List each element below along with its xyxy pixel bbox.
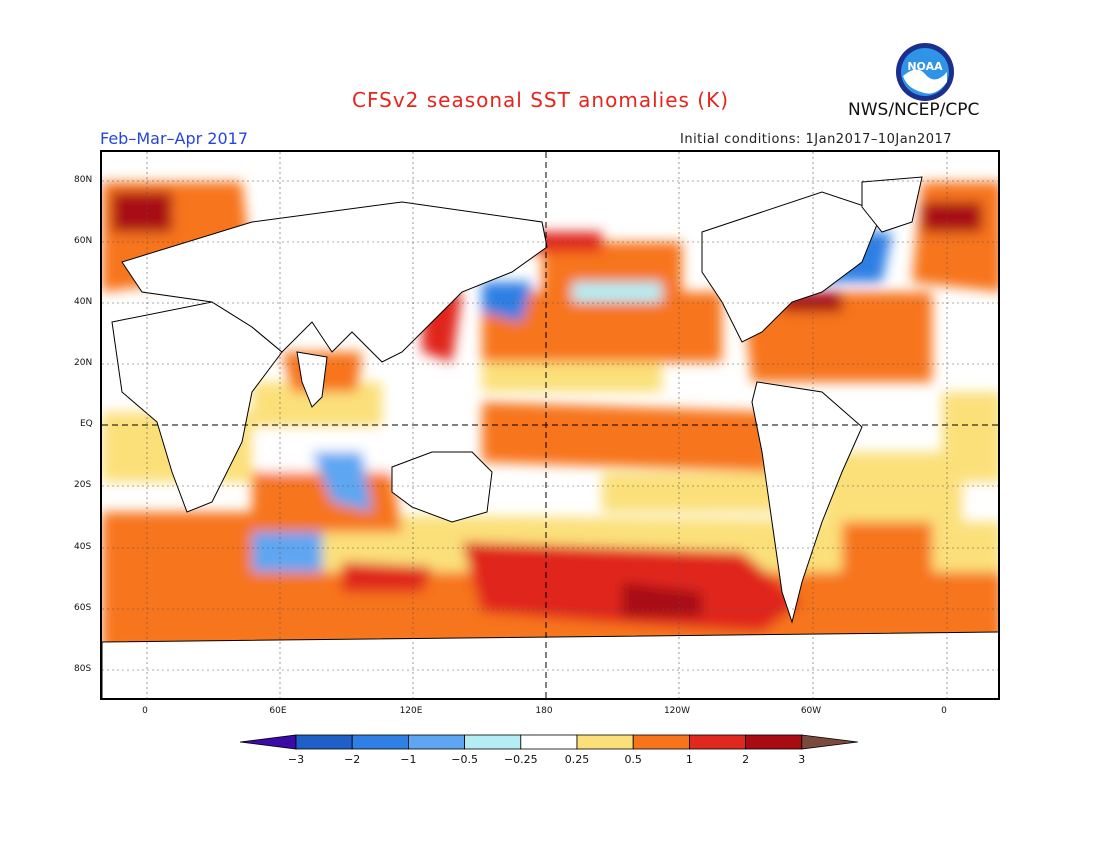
lat-label: EQ bbox=[80, 419, 93, 429]
colorbar-tick-label: 1 bbox=[685, 753, 693, 766]
colorbar-segment bbox=[351, 734, 409, 750]
lat-label: 60S bbox=[74, 603, 92, 613]
lat-label: 20N bbox=[74, 358, 93, 368]
organization-label: NWS/NCEP/CPC bbox=[848, 100, 980, 120]
colorbar-tick-label: −0.5 bbox=[451, 753, 478, 766]
lon-label: 0 bbox=[142, 706, 148, 716]
lat-label: 20S bbox=[74, 480, 92, 490]
colorbar-segment bbox=[801, 734, 858, 750]
lat-label: 60N bbox=[74, 236, 93, 246]
lat-label: 40N bbox=[74, 297, 93, 307]
lat-label: 80N bbox=[74, 175, 93, 185]
noaa-logo: NOAA bbox=[896, 43, 954, 101]
colorbar-tick-label: 3 bbox=[798, 753, 806, 766]
forecast-period: Feb–Mar–Apr 2017 bbox=[100, 129, 248, 148]
lon-label: 120W bbox=[663, 706, 691, 716]
chart-title: CFSv2 seasonal SST anomalies (K) bbox=[352, 88, 729, 112]
lon-label: 60W bbox=[800, 706, 822, 716]
anomaly-field bbox=[102, 182, 998, 652]
colorbar-segment bbox=[240, 734, 297, 750]
map-canvas bbox=[102, 152, 998, 698]
colorbar-segment bbox=[464, 734, 522, 750]
colorbar-segment bbox=[745, 734, 803, 750]
colorbar-segment bbox=[576, 734, 634, 750]
colorbar-tick-label: −1 bbox=[400, 753, 417, 766]
colorbar-tick-label: −3 bbox=[287, 753, 305, 766]
lat-label: 40S bbox=[74, 542, 92, 552]
colorbar-tick-label: −2 bbox=[344, 753, 361, 766]
lon-label: 180 bbox=[535, 706, 553, 716]
graticule bbox=[102, 152, 998, 698]
lon-label: 120E bbox=[399, 706, 423, 716]
initial-conditions: Initial conditions: 1Jan2017–10Jan2017 bbox=[680, 132, 953, 147]
colorbar-tick-label: 0.25 bbox=[564, 753, 590, 766]
lat-label: 80S bbox=[74, 664, 92, 674]
equator-dateline bbox=[102, 152, 998, 698]
lon-label: 60E bbox=[269, 706, 287, 716]
logo-text: NOAA bbox=[907, 60, 943, 73]
colorbar bbox=[240, 734, 858, 750]
lon-label: 0 bbox=[941, 706, 947, 716]
colorbar-segment bbox=[407, 734, 465, 750]
colorbar-segment bbox=[632, 734, 690, 750]
sst-anomaly-map bbox=[100, 150, 1000, 700]
colorbar-segment bbox=[688, 734, 746, 750]
colorbar-tick-label: 0.5 bbox=[624, 753, 642, 766]
colorbar-segment bbox=[520, 734, 578, 750]
colorbar-tick-label: 2 bbox=[742, 753, 750, 766]
colorbar-tick-label: −0.25 bbox=[503, 753, 538, 766]
colorbar-segment bbox=[295, 734, 353, 750]
